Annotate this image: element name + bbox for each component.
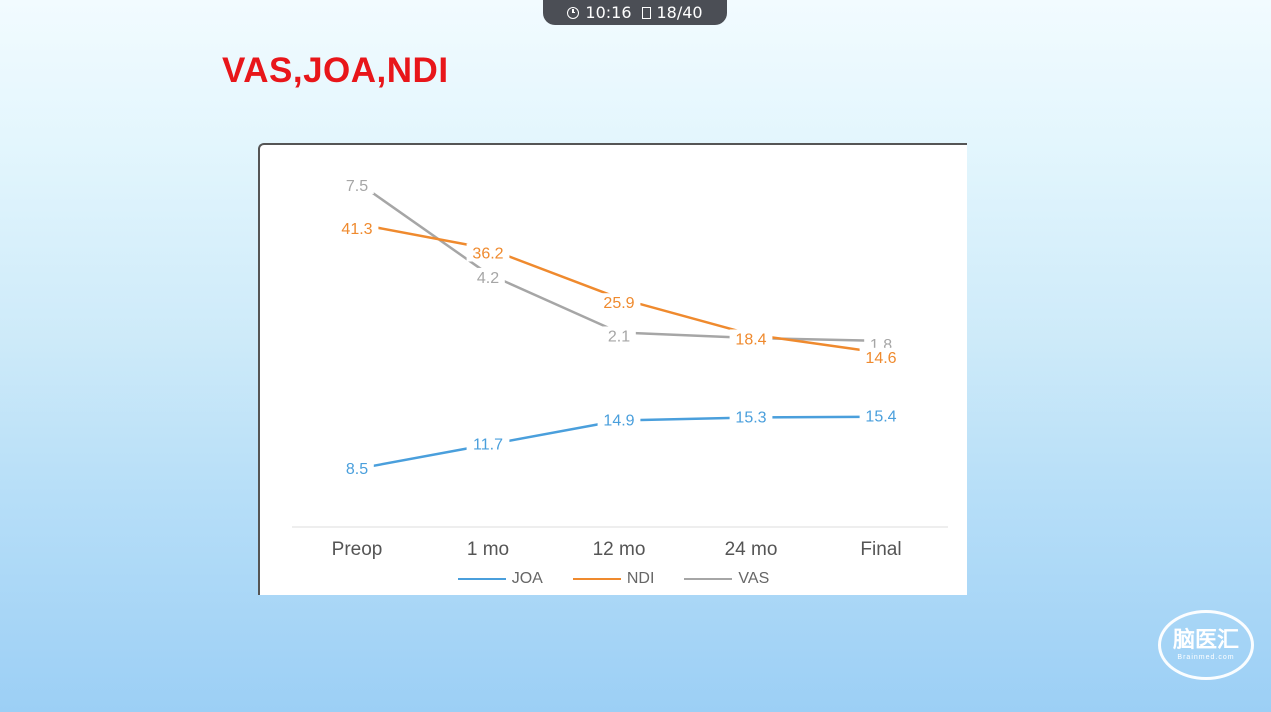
data-label-joa: 15.3 bbox=[735, 409, 766, 426]
data-label-background bbox=[859, 347, 903, 366]
legend-swatch-vas bbox=[684, 578, 733, 580]
data-label-joa: 8.5 bbox=[346, 461, 368, 478]
status-bar: 10:16 18/40 bbox=[543, 0, 727, 25]
legend-label-ndi: NDI bbox=[626, 570, 655, 587]
x-tick-label: 1 mo bbox=[467, 539, 509, 560]
page-icon bbox=[641, 6, 651, 19]
x-tick-label: Final bbox=[860, 539, 901, 560]
data-label-background bbox=[340, 458, 374, 477]
x-tick-label: Preop bbox=[332, 539, 383, 560]
clock-icon bbox=[567, 6, 580, 19]
x-tick-label: 12 mo bbox=[593, 539, 646, 560]
data-label-vas: 4.2 bbox=[477, 270, 499, 287]
data-label-ndi: 25.9 bbox=[603, 295, 634, 312]
legend-label-joa: JOA bbox=[511, 570, 543, 587]
x-tick-label: 24 mo bbox=[725, 539, 778, 560]
status-time: 10:16 bbox=[585, 3, 632, 22]
watermark-text: 脑医汇 bbox=[1172, 627, 1239, 653]
data-label-background bbox=[471, 267, 505, 286]
data-label-ndi: 41.3 bbox=[341, 221, 372, 238]
legend-item-vas: VAS bbox=[684, 570, 769, 588]
legend-item-ndi: NDI bbox=[572, 570, 655, 588]
data-label-joa: 11.7 bbox=[473, 437, 503, 454]
data-label-background bbox=[335, 218, 379, 237]
data-label-ndi: 14.6 bbox=[865, 350, 896, 367]
data-label-background bbox=[729, 407, 773, 426]
data-label-vas: 7.5 bbox=[346, 178, 368, 195]
data-label-vas: 2.1 bbox=[608, 328, 630, 345]
data-label-ndi: 36.2 bbox=[472, 245, 503, 262]
legend-swatch-ndi bbox=[572, 578, 621, 580]
data-label-background bbox=[466, 243, 510, 262]
data-label-background bbox=[729, 329, 773, 348]
data-label-background bbox=[340, 175, 374, 194]
data-label-ndi: 18.4 bbox=[735, 331, 766, 348]
watermark-subtext: Brainmed.com bbox=[1177, 653, 1235, 661]
chart-legend: JOA NDI VAS bbox=[260, 570, 967, 588]
series-line-vas bbox=[355, 180, 883, 343]
legend-swatch-joa bbox=[457, 578, 506, 580]
data-label-joa: 15.4 bbox=[865, 409, 896, 426]
data-label-background bbox=[466, 434, 510, 453]
slide-title: VAS,JOA,NDI bbox=[222, 51, 449, 90]
brand-watermark-logo: 脑医汇 Brainmed.com bbox=[1158, 610, 1254, 680]
status-page-counter: 18/40 bbox=[656, 3, 703, 22]
data-label-background bbox=[602, 326, 636, 345]
data-label-joa: 14.9 bbox=[603, 413, 634, 430]
legend-item-joa: JOA bbox=[457, 570, 543, 588]
data-label-background bbox=[597, 293, 641, 312]
legend-label-vas: VAS bbox=[738, 570, 770, 587]
data-label-background bbox=[859, 406, 903, 425]
data-label-background bbox=[597, 410, 641, 429]
